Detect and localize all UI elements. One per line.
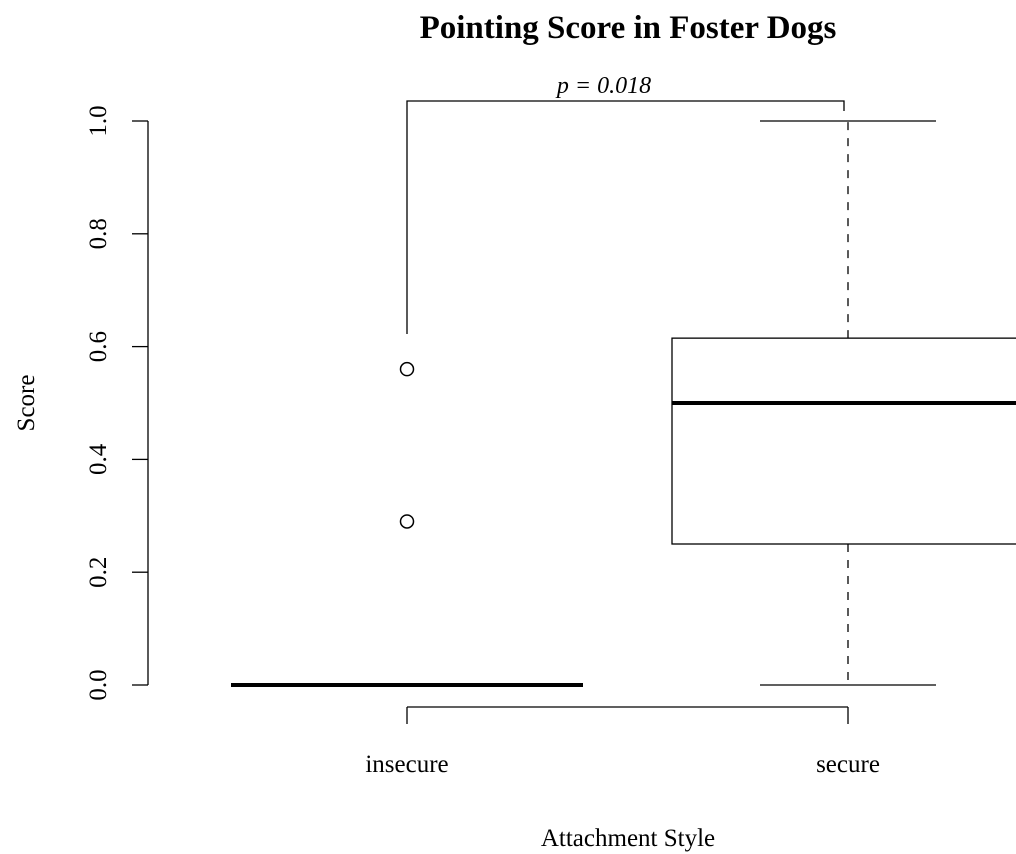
x-tick-label: insecure	[365, 751, 448, 778]
outlier-point	[399, 361, 415, 377]
p-value-label: p = 0.018	[555, 73, 651, 99]
x-axis: insecure secure	[365, 706, 880, 778]
significance-bracket	[406, 100, 845, 334]
x-tick-label: secure	[816, 751, 880, 778]
significance-annotation: p = 0.018	[406, 73, 845, 334]
box-insecure	[231, 361, 583, 687]
y-axis-label: Score	[13, 375, 40, 432]
outlier-point	[399, 514, 415, 529]
y-tick-label: 0.0	[85, 669, 112, 700]
x-axis-label: Attachment Style	[541, 825, 715, 852]
chart-title: Pointing Score in Foster Dogs	[420, 10, 837, 46]
y-tick-label: 0.8	[85, 218, 112, 249]
box-secure	[671, 120, 1016, 686]
y-axis: 0.0 0.2 0.4 0.6 0.8 1.0	[85, 105, 149, 701]
y-tick-label: 0.6	[85, 331, 112, 362]
box-iqr	[671, 337, 1016, 545]
y-tick-label: 1.0	[85, 105, 112, 136]
y-tick-label: 0.2	[85, 557, 112, 588]
box-series	[231, 120, 1016, 687]
y-tick-label: 0.4	[85, 443, 112, 475]
